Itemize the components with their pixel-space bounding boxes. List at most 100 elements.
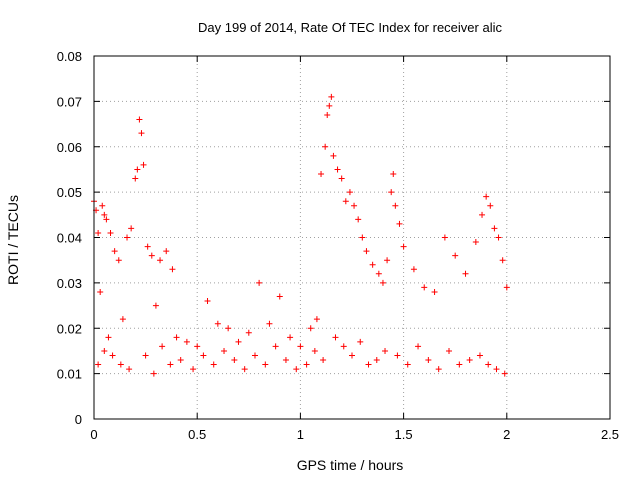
data-point bbox=[340, 343, 347, 350]
data-point bbox=[119, 316, 126, 323]
data-point bbox=[99, 202, 106, 209]
data-point bbox=[210, 361, 217, 368]
data-point bbox=[462, 270, 469, 277]
data-point bbox=[221, 347, 228, 354]
data-point bbox=[173, 334, 180, 341]
data-point bbox=[456, 361, 463, 368]
data-point bbox=[117, 361, 124, 368]
data-point bbox=[111, 248, 118, 255]
y-tick-labels: 0 0.01 0.02 0.03 0.04 0.05 0.06 0.07 0.08 bbox=[57, 49, 82, 427]
data-point bbox=[97, 288, 104, 295]
data-point bbox=[140, 161, 147, 168]
data-point bbox=[332, 334, 339, 341]
x-tick-label: 1 bbox=[297, 427, 304, 442]
data-point bbox=[214, 320, 221, 327]
data-point bbox=[495, 234, 502, 241]
data-point bbox=[425, 357, 432, 364]
data-point bbox=[320, 357, 327, 364]
data-point bbox=[167, 361, 174, 368]
data-point bbox=[159, 343, 166, 350]
y-tick-label: 0.08 bbox=[57, 49, 82, 64]
data-point bbox=[483, 193, 490, 200]
data-point bbox=[101, 347, 108, 354]
data-point bbox=[126, 366, 133, 373]
data-point bbox=[163, 248, 170, 255]
data-point bbox=[431, 288, 438, 295]
x-tick-label: 0 bbox=[90, 427, 97, 442]
y-tick-label: 0.06 bbox=[57, 140, 82, 155]
plot-frame bbox=[93, 55, 611, 420]
y-axis-label: ROTI / TECUs bbox=[5, 195, 21, 285]
data-point bbox=[287, 334, 294, 341]
data-point bbox=[338, 175, 345, 182]
data-point bbox=[410, 266, 417, 273]
data-point bbox=[272, 343, 279, 350]
data-point bbox=[390, 170, 397, 177]
data-point bbox=[245, 329, 252, 336]
data-point bbox=[318, 170, 325, 177]
data-point bbox=[152, 302, 159, 309]
data-point bbox=[109, 352, 116, 359]
data-point bbox=[369, 261, 376, 268]
data-point bbox=[150, 370, 157, 377]
x-tick-label: 0.5 bbox=[188, 427, 206, 442]
data-point bbox=[177, 357, 184, 364]
data-point bbox=[394, 352, 401, 359]
data-point bbox=[241, 366, 248, 373]
y-tick-label: 0.01 bbox=[57, 367, 82, 382]
data-point bbox=[297, 343, 304, 350]
data-point bbox=[487, 202, 494, 209]
data-point bbox=[357, 338, 364, 345]
x-tick-label: 2 bbox=[503, 427, 510, 442]
data-point bbox=[330, 152, 337, 159]
data-point bbox=[472, 239, 479, 246]
data-point bbox=[365, 361, 372, 368]
data-point bbox=[328, 93, 335, 100]
data-point bbox=[262, 361, 269, 368]
data-point bbox=[384, 257, 391, 264]
data-point bbox=[334, 166, 341, 173]
y-tick-label: 0.05 bbox=[57, 185, 82, 200]
data-point bbox=[342, 198, 349, 205]
data-points bbox=[91, 93, 510, 377]
data-point bbox=[194, 343, 201, 350]
data-point bbox=[324, 111, 331, 118]
data-point bbox=[388, 189, 395, 196]
data-point bbox=[293, 366, 300, 373]
data-point bbox=[503, 284, 510, 291]
y-tick-label: 0.07 bbox=[57, 94, 82, 109]
data-point bbox=[493, 366, 500, 373]
data-point bbox=[266, 320, 273, 327]
data-point bbox=[346, 189, 353, 196]
data-point bbox=[95, 229, 102, 236]
y-tick-label: 0 bbox=[75, 412, 82, 427]
chart-title: Day 199 of 2014, Rate Of TEC Index for r… bbox=[198, 20, 502, 35]
data-point bbox=[313, 316, 320, 323]
data-point bbox=[359, 234, 366, 241]
data-point bbox=[446, 347, 453, 354]
data-point bbox=[251, 352, 258, 359]
data-point bbox=[142, 352, 149, 359]
data-point bbox=[132, 175, 139, 182]
data-point bbox=[485, 361, 492, 368]
data-point bbox=[183, 338, 190, 345]
data-point bbox=[379, 279, 386, 286]
data-point bbox=[157, 257, 164, 264]
data-point bbox=[349, 352, 355, 359]
data-point bbox=[396, 220, 403, 227]
data-point bbox=[148, 252, 155, 259]
y-tick-label: 0.02 bbox=[57, 321, 82, 336]
data-point bbox=[303, 361, 310, 368]
data-point bbox=[435, 366, 442, 373]
data-point bbox=[355, 216, 362, 223]
data-point bbox=[124, 234, 131, 241]
data-point bbox=[107, 229, 114, 236]
grid bbox=[94, 56, 610, 419]
data-point bbox=[400, 243, 407, 250]
y-tick-label: 0.04 bbox=[57, 231, 82, 246]
data-point bbox=[373, 357, 380, 364]
data-point bbox=[404, 361, 411, 368]
data-point bbox=[103, 216, 110, 223]
data-point bbox=[307, 325, 314, 332]
